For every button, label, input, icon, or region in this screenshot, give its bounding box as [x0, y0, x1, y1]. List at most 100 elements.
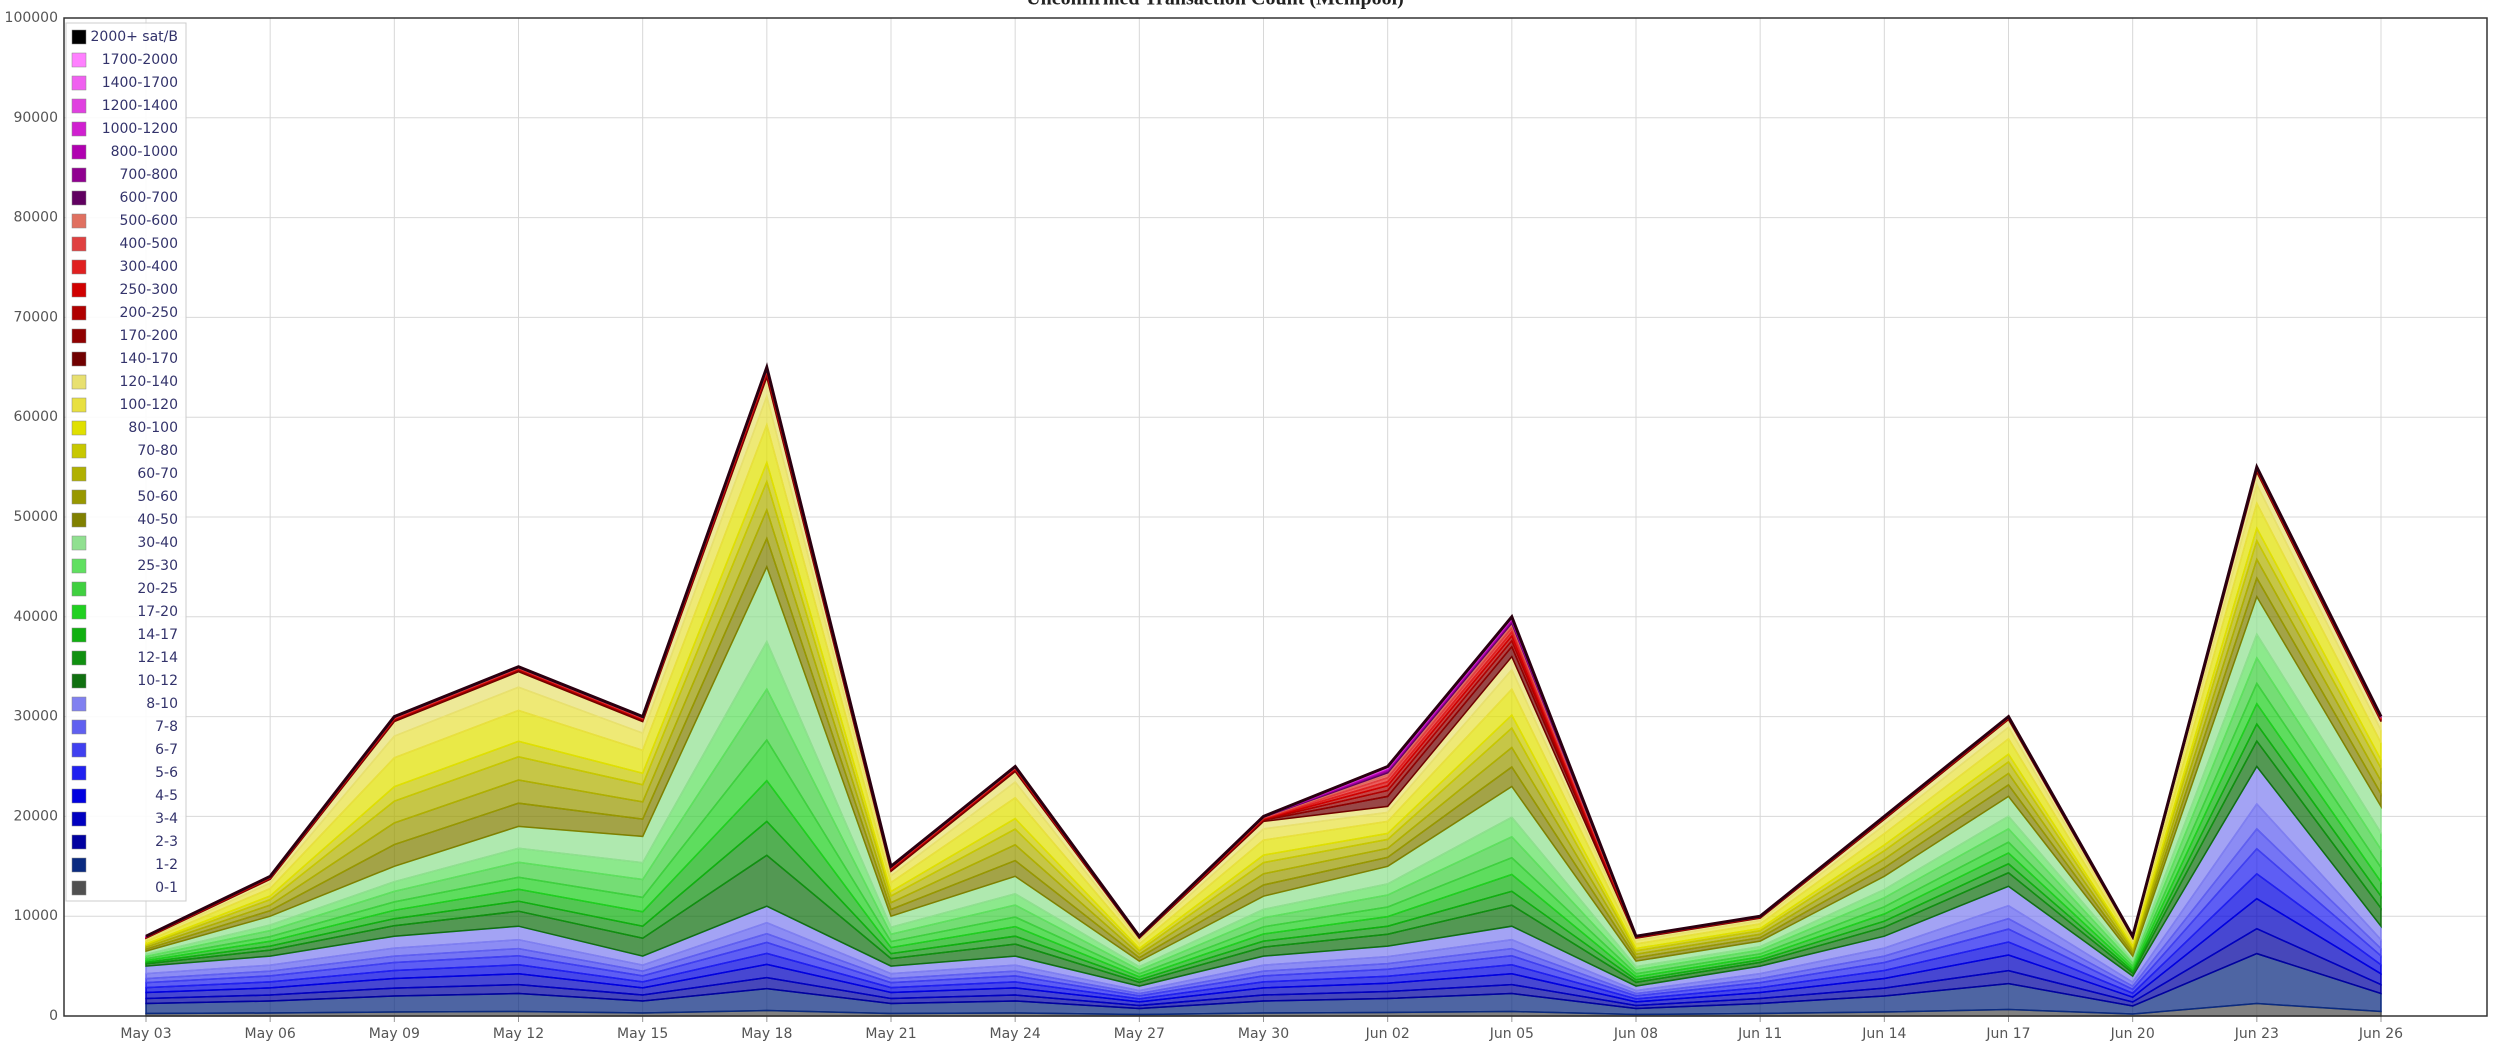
x-tick-label: Jun 11	[1737, 1026, 1782, 1042]
y-tick-label: 60000	[13, 409, 58, 425]
y-tick-label: 80000	[13, 210, 58, 226]
legend-label: 1000-1200	[102, 121, 178, 137]
y-tick-label: 30000	[13, 709, 58, 725]
legend-label: 250-300	[120, 282, 179, 298]
legend-label: 500-600	[120, 213, 179, 229]
legend-label: 300-400	[120, 259, 179, 275]
legend-swatch	[71, 673, 87, 689]
legend-label: 800-1000	[111, 144, 178, 160]
legend-label: 100-120	[120, 397, 179, 413]
legend-swatch	[71, 880, 87, 896]
legend-swatch	[71, 834, 87, 850]
legend-swatch	[71, 650, 87, 666]
y-tick-label: 0	[49, 1008, 58, 1024]
legend-swatch	[71, 420, 87, 436]
legend-swatch	[71, 558, 87, 574]
legend-label: 80-100	[128, 420, 178, 436]
legend-swatch	[71, 535, 87, 551]
legend-swatch	[71, 374, 87, 390]
legend-swatch	[71, 282, 87, 298]
legend-swatch	[71, 857, 87, 873]
legend-swatch	[71, 305, 87, 321]
legend-swatch	[71, 236, 87, 252]
y-tick-label: 90000	[13, 110, 58, 126]
legend-swatch	[71, 788, 87, 804]
x-tick-label: May 24	[990, 1026, 1041, 1042]
y-tick-label: 10000	[13, 908, 58, 924]
y-tick-label: 50000	[13, 509, 58, 525]
chart-title: Unconfirmed Transaction Count (Mempool)	[1026, 0, 1404, 10]
y-tick-label: 40000	[13, 609, 58, 625]
legend-swatch	[71, 213, 87, 229]
total-outline	[145, 362, 2383, 941]
legend-swatch	[71, 121, 87, 137]
legend-swatch	[71, 397, 87, 413]
legend-label: 14-17	[137, 627, 178, 643]
x-tick-label: May 12	[493, 1026, 544, 1042]
legend-label: 6-7	[155, 742, 178, 758]
legend-label: 30-40	[137, 535, 178, 551]
x-tick-label: Jun 26	[2358, 1026, 2403, 1042]
legend-label: 120-140	[120, 374, 179, 390]
x-tick-label: May 30	[1238, 1026, 1289, 1042]
legend-swatch	[71, 98, 87, 114]
legend-label: 0-1	[155, 880, 178, 896]
legend-label: 8-10	[146, 696, 178, 712]
legend-label: 5-6	[155, 765, 178, 781]
legend-swatch	[71, 75, 87, 91]
legend-swatch	[71, 742, 87, 758]
legend-swatch	[71, 328, 87, 344]
legend-swatch	[71, 811, 87, 827]
legend-swatch	[71, 719, 87, 735]
legend-label: 7-8	[155, 719, 178, 735]
legend-label: 60-70	[137, 466, 178, 482]
x-tick-label: May 09	[369, 1026, 420, 1042]
x-tick-label: May 27	[1114, 1026, 1165, 1042]
legend-label: 70-80	[137, 443, 178, 459]
legend-label: 17-20	[137, 604, 178, 620]
legend-label: 20-25	[137, 581, 178, 597]
legend-label: 1200-1400	[102, 98, 178, 114]
legend-swatch	[71, 29, 87, 45]
legend-label: 4-5	[155, 788, 178, 804]
legend-swatch	[71, 604, 87, 620]
legend-swatch	[71, 466, 87, 482]
legend-swatch	[71, 627, 87, 643]
legend-label: 2000+ sat/B	[91, 29, 179, 45]
legend-swatch	[71, 696, 87, 712]
legend-swatch	[71, 489, 87, 505]
legend-label: 25-30	[137, 558, 178, 574]
legend-label: 1700-2000	[102, 52, 178, 68]
legend-label: 170-200	[120, 328, 179, 344]
x-tick-label: May 03	[120, 1026, 171, 1042]
legend-swatch	[71, 351, 87, 367]
y-tick-label: 20000	[13, 808, 58, 824]
x-tick-label: May 18	[741, 1026, 792, 1042]
legend-label: 40-50	[137, 512, 178, 528]
legend-swatch	[71, 259, 87, 275]
legend-swatch	[71, 443, 87, 459]
x-tick-label: May 06	[245, 1026, 296, 1042]
legend-label: 1-2	[155, 857, 178, 873]
legend-label: 600-700	[120, 190, 179, 206]
x-tick-label: Jun 05	[1489, 1026, 1534, 1042]
x-tick-label: Jun 20	[2110, 1026, 2155, 1042]
legend: 2000+ sat/B 1700-2000 1400-1700 1200-1400 10…	[65, 22, 187, 902]
legend-label: 400-500	[120, 236, 179, 252]
legend-label: 1400-1700	[102, 75, 178, 91]
legend-label: 700-800	[120, 167, 179, 183]
legend-swatch	[71, 144, 87, 160]
legend-label: 2-3	[155, 834, 178, 850]
legend-swatch	[71, 581, 87, 597]
legend-swatch	[71, 765, 87, 781]
legend-swatch	[71, 512, 87, 528]
legend-swatch	[71, 167, 87, 183]
x-tick-label: May 15	[617, 1026, 668, 1042]
plot-frame	[63, 17, 2488, 1017]
legend-label: 3-4	[155, 811, 178, 827]
y-tick-label: 100000	[5, 10, 58, 26]
legend-label: 10-12	[137, 673, 178, 689]
x-tick-label: Jun 23	[2234, 1026, 2279, 1042]
